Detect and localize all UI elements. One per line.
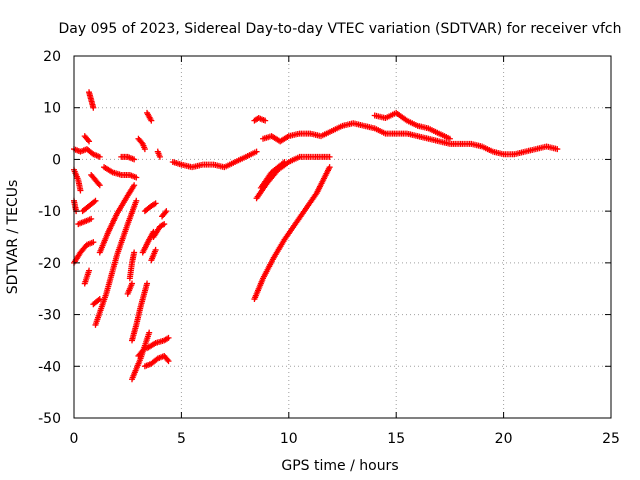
data-point	[326, 153, 333, 160]
x-axis-label: GPS time / hours	[281, 458, 398, 474]
data-point	[165, 358, 172, 365]
plot-frame	[73, 55, 612, 419]
x-tick-label: 5	[177, 431, 186, 447]
data-point	[165, 334, 172, 341]
data-point	[139, 347, 146, 354]
data-point	[156, 153, 163, 160]
data-point	[90, 239, 97, 246]
data-point	[86, 138, 93, 145]
x-tick-labels: 0 5 10 15 20 25	[70, 431, 620, 447]
data-point	[141, 146, 148, 153]
chart-title: Day 095 of 2023, Sidereal Day-to-day VTE…	[58, 21, 621, 37]
data-point	[253, 148, 260, 155]
data-point	[86, 267, 93, 274]
x-tick-label: 10	[280, 431, 298, 447]
x-tick-label: 0	[70, 431, 79, 447]
data-point	[91, 198, 98, 205]
data-point	[161, 221, 168, 228]
y-tick-label: -30	[38, 308, 61, 324]
x-tick-label: 15	[387, 431, 405, 447]
x-tick-label: 20	[495, 431, 513, 447]
data-point	[88, 215, 95, 222]
data-point	[92, 197, 99, 204]
y-axis-label: SDTVAR / TECUs	[5, 180, 21, 295]
data-point	[138, 349, 145, 356]
data-point	[133, 197, 140, 204]
y-tick-label: -20	[38, 256, 61, 272]
data-point	[96, 182, 103, 189]
data-point	[138, 139, 145, 146]
x-tick-label: 25	[602, 431, 620, 447]
y-tick-labels: 20 10 0 -10 -20 -30 -40 -50	[38, 49, 61, 427]
data-point	[163, 208, 170, 215]
data-point	[131, 249, 138, 256]
y-tick-label: 0	[52, 152, 61, 168]
y-tick-label: -10	[38, 204, 61, 220]
data-point	[152, 246, 159, 253]
data-point	[326, 164, 333, 171]
axis-ticks	[73, 55, 612, 419]
data-point	[281, 159, 288, 166]
data-point	[262, 117, 269, 124]
data-point	[131, 156, 138, 163]
data-point	[131, 182, 138, 189]
data-point	[84, 137, 91, 144]
data-point	[133, 174, 140, 181]
y-tick-label: -40	[38, 359, 61, 375]
data-point	[77, 187, 84, 194]
data-point	[96, 153, 103, 160]
data-point	[90, 104, 97, 111]
data-point	[152, 200, 159, 207]
y-tick-label: 20	[43, 49, 61, 65]
y-tick-label: 10	[43, 101, 61, 117]
y-tick-label: -50	[38, 411, 61, 427]
data-point	[128, 280, 135, 287]
data-points	[71, 89, 561, 383]
data-point	[95, 180, 102, 187]
data-point	[554, 146, 561, 153]
data-point	[446, 135, 453, 142]
data-point	[144, 280, 151, 287]
data-point	[95, 297, 102, 304]
data-point	[146, 329, 153, 336]
data-point	[162, 209, 169, 216]
data-point	[164, 356, 171, 363]
data-point	[148, 117, 155, 124]
